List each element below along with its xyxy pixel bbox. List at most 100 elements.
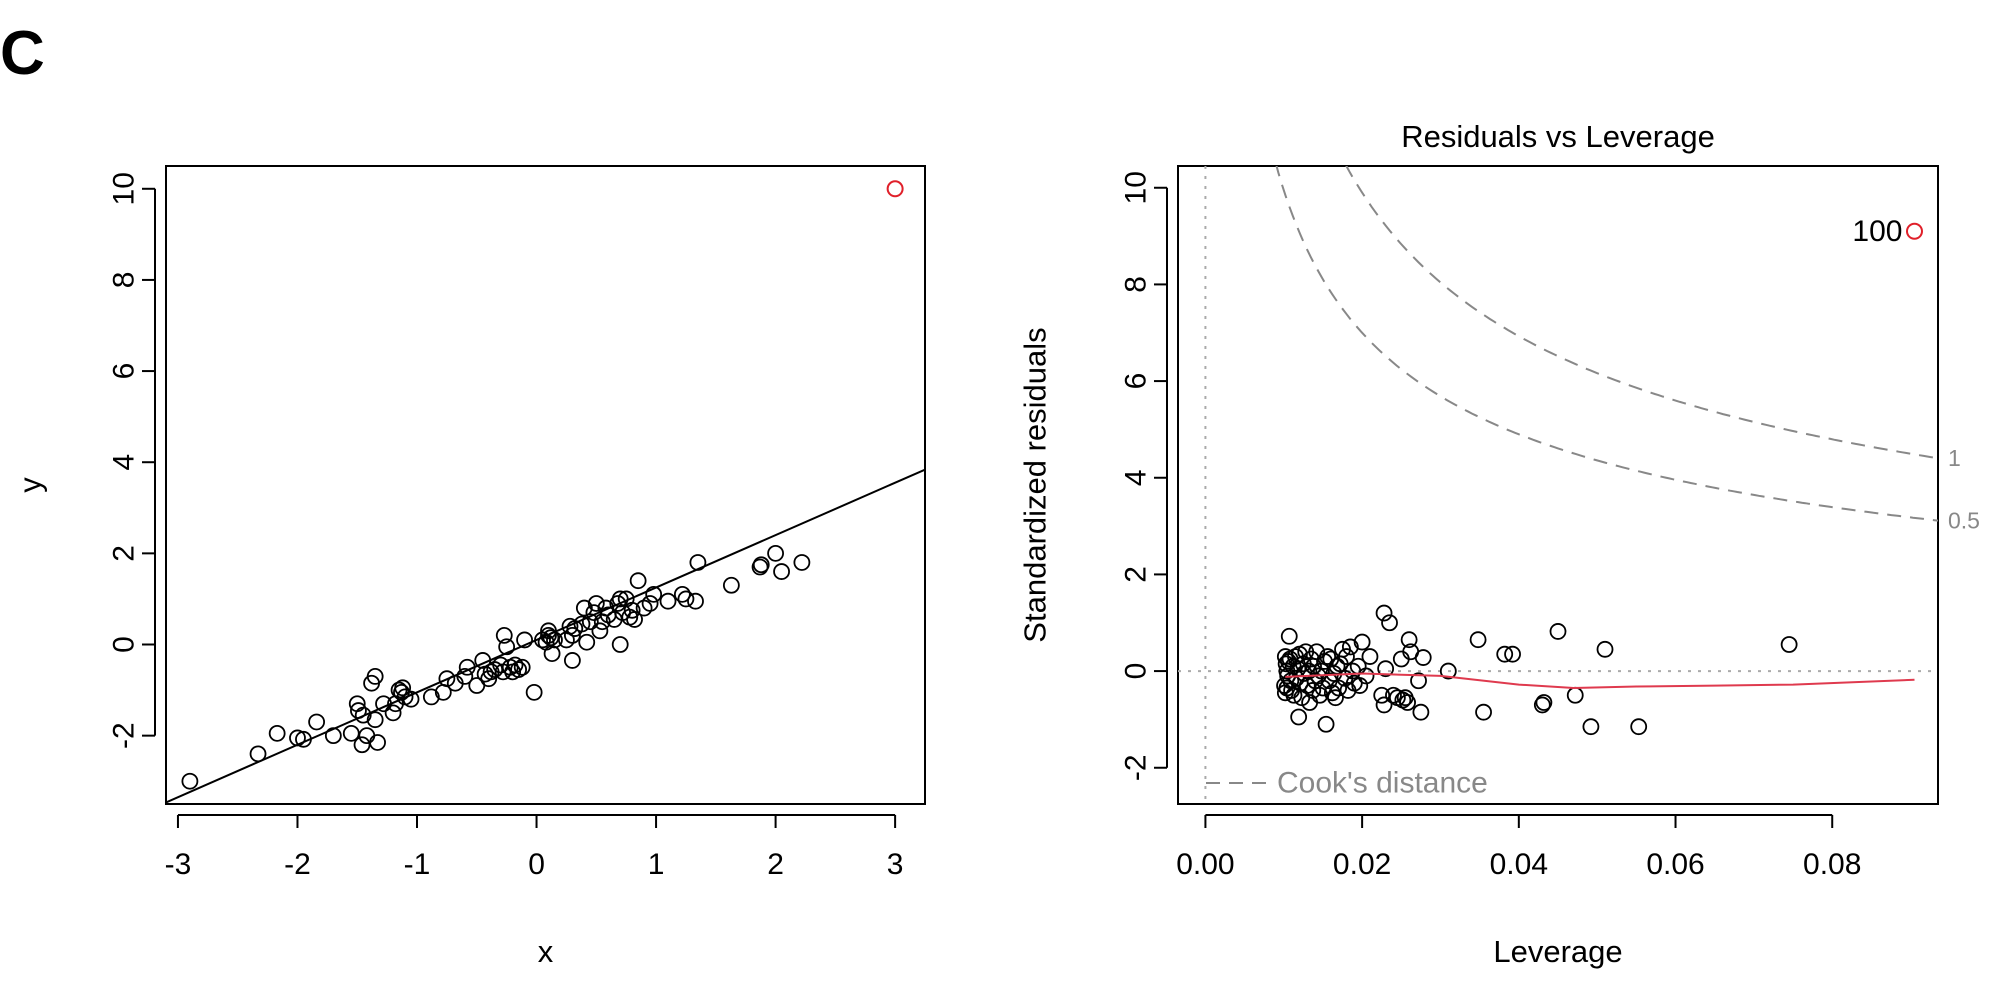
outlier-point [1905, 222, 1923, 240]
data-point [366, 711, 384, 729]
y-axis-label: Standardized residuals [1018, 327, 1053, 642]
x-axis-label: Leverage [1493, 934, 1622, 969]
data-point [1375, 604, 1393, 622]
data-point [295, 730, 312, 748]
data-point [1535, 694, 1553, 711]
data-point [1475, 703, 1492, 721]
regression-line [166, 468, 925, 804]
data-point [1469, 631, 1487, 649]
data-point [1357, 667, 1375, 685]
cooks-distance-contour [1345, 166, 1938, 460]
data-point [773, 563, 790, 580]
data-point [1400, 631, 1418, 649]
x-tick-label: -3 [165, 848, 192, 881]
data-point [506, 656, 524, 674]
data-point [1596, 640, 1614, 658]
x-tick-label: -2 [284, 848, 311, 881]
data-point [1311, 686, 1329, 704]
x-tick-label: 0.00 [1176, 848, 1234, 881]
plot-frame [165, 165, 926, 805]
data-point [1410, 672, 1427, 690]
data-point [629, 572, 647, 590]
data-point [369, 734, 386, 751]
y-tick-label: 8 [1120, 276, 1153, 293]
data-point [677, 590, 695, 608]
y-tick-label: 10 [1120, 171, 1153, 204]
data-point [249, 745, 267, 763]
data-point [458, 658, 476, 676]
data-point [1338, 648, 1355, 665]
data-point [268, 724, 286, 742]
cooks-distance-contour [1275, 166, 1938, 522]
data-point [1566, 686, 1584, 704]
data-point [543, 645, 561, 663]
data-point [1496, 645, 1514, 663]
data-point [516, 631, 533, 649]
data-point [546, 631, 563, 649]
cooks-level-label: 1 [1948, 445, 1961, 471]
data-point [659, 592, 677, 610]
data-point [384, 704, 402, 722]
data-point [752, 556, 770, 574]
outlier-point [886, 180, 904, 198]
data-point [1375, 696, 1393, 714]
smooth-line [1285, 672, 1915, 690]
data-point [591, 622, 609, 640]
data-point [626, 611, 643, 628]
data-point [308, 713, 326, 731]
data-point [498, 638, 516, 656]
data-point [1361, 648, 1379, 665]
x-tick-label: 0.08 [1803, 848, 1861, 881]
data-point [353, 736, 371, 754]
data-point [578, 633, 596, 651]
data-point [623, 601, 641, 619]
y-tick-label: -2 [108, 722, 141, 749]
data-point [1630, 718, 1648, 736]
data-point [689, 554, 707, 571]
data-point [1317, 715, 1335, 733]
y-tick-label: 2 [108, 545, 141, 562]
data-point [289, 729, 306, 747]
data-point [358, 727, 376, 745]
data-point [324, 727, 342, 745]
data-point [563, 626, 581, 644]
x-tick-label: 0.02 [1333, 848, 1391, 881]
data-point [641, 595, 659, 612]
legend-label: Cook's distance [1277, 767, 1488, 800]
data-point [611, 590, 629, 608]
data-point [540, 622, 557, 640]
data-point [575, 599, 593, 617]
data-point [1327, 689, 1344, 707]
y-tick-label: 6 [1120, 373, 1153, 390]
scatter-plot-left: -3 -2 -1 0 1 2 3 -2 0 2 4 6 8 10 x y [13, 165, 926, 969]
data-point [581, 613, 599, 631]
data-point [474, 652, 492, 669]
data-point [597, 599, 615, 617]
data-point [1377, 660, 1395, 678]
data-point [1280, 627, 1298, 645]
data-point [767, 544, 784, 562]
data-point [1549, 623, 1567, 640]
outlier-label: 100 [1852, 215, 1902, 248]
cooks-level-label: 0.5 [1948, 508, 1980, 534]
data-point [1353, 633, 1371, 651]
data-point [525, 683, 543, 701]
data-point [495, 626, 513, 644]
data-point [563, 652, 581, 669]
data-point [793, 554, 811, 571]
data-point [480, 670, 498, 688]
data-point [573, 615, 591, 633]
y-tick-label: 2 [1120, 566, 1153, 583]
data-point [687, 592, 704, 610]
y-tick-label: -2 [1120, 754, 1153, 781]
data-point [1290, 708, 1308, 726]
data-point [1381, 614, 1398, 632]
y-tick-label: 6 [108, 363, 141, 380]
data-point [673, 585, 691, 603]
data-point [722, 576, 740, 594]
plot-frame [1177, 165, 1939, 805]
data-point [1533, 696, 1551, 714]
data-point [510, 661, 528, 678]
data-point [1780, 636, 1798, 653]
